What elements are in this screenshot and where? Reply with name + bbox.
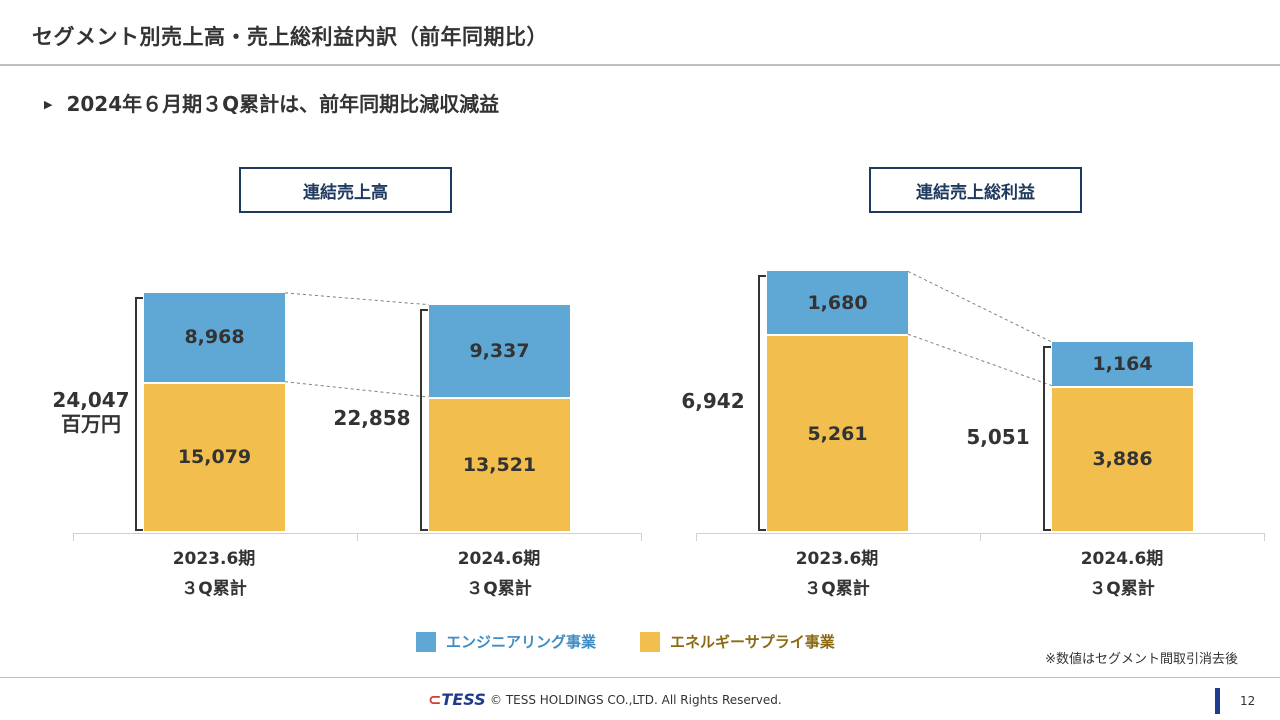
axis-tick <box>357 533 358 541</box>
axis-tick <box>641 533 642 541</box>
data-label: 5,261 <box>807 422 868 445</box>
data-label: 9,337 <box>469 339 530 362</box>
total-label: 22,858 <box>322 406 422 430</box>
axis-tick <box>980 533 981 541</box>
profit-x-label-2023: 2023.6期 ３Q累計 <box>757 544 917 604</box>
x-tick-label: 2023.6期 <box>795 549 879 569</box>
total-bracket <box>758 275 766 531</box>
page-number: 12 <box>1240 694 1256 708</box>
total-value: 24,047 <box>52 387 130 412</box>
logo-text: TESS <box>441 690 486 709</box>
x-tick-label: ３Q累計 <box>466 579 532 599</box>
summary-bullet: ▶ 2024年６月期３Q累計は、前年同期比減収減益 <box>44 88 499 117</box>
axis-tick <box>696 533 697 541</box>
connector-top-line <box>907 270 1053 343</box>
legend-swatch-engineering <box>416 631 436 652</box>
bar-segment-engineering: 1,164 <box>1052 342 1193 386</box>
page-title: セグメント別売上高・売上総利益内訳（前年同期比） <box>32 25 548 49</box>
summary-text: 2024年６月期３Q累計は、前年同期比減収減益 <box>66 92 500 116</box>
footnote: ※数値はセグメント間取引消去後 <box>1045 652 1238 667</box>
footer-divider <box>0 677 1280 678</box>
x-tick-label: 2024.6期 <box>1080 549 1164 569</box>
data-label: 1,680 <box>807 291 868 314</box>
data-label: 15,079 <box>177 446 252 469</box>
legend-energy-supply: エネルギーサプライ事業 <box>640 631 835 652</box>
logo-swoosh-icon: ⊂ <box>428 690 442 709</box>
x-tick-label: ３Q累計 <box>181 579 247 599</box>
bar-segment-engineering: 1,680 <box>767 271 908 335</box>
data-label: 13,521 <box>462 454 537 477</box>
triangle-bullet-icon: ▶ <box>44 98 53 111</box>
tess-logo: ⊂TESS <box>428 690 486 709</box>
data-label: 8,968 <box>184 326 245 349</box>
x-tick-label: 2024.6期 <box>457 549 541 569</box>
total-label: 5,051 <box>960 425 1036 449</box>
connector-mid-line <box>907 333 1053 387</box>
total-label: 24,047 百万円 <box>48 388 134 436</box>
axis-tick <box>73 533 74 541</box>
x-tick-label: 2023.6期 <box>172 549 256 569</box>
sales-x-label-2024: 2024.6期 ３Q累計 <box>419 544 579 604</box>
legend-label-energy-supply: エネルギーサプライ事業 <box>670 633 835 651</box>
unit-label: 百万円 <box>61 411 121 436</box>
total-bracket <box>420 308 428 531</box>
total-value: 6,942 <box>681 389 745 414</box>
sales-x-label-2023: 2023.6期 ３Q累計 <box>134 544 294 604</box>
copyright: © TESS HOLDINGS CO.,LTD. All Rights Rese… <box>490 693 782 707</box>
bar-segment-energy-supply: 15,079 <box>144 381 285 531</box>
profit-x-label-2024: 2024.6期 ３Q累計 <box>1042 544 1202 604</box>
total-value: 5,051 <box>966 424 1030 449</box>
connector-mid-line <box>284 381 430 398</box>
total-bracket <box>135 296 143 531</box>
page-accent-bar <box>1215 688 1220 714</box>
data-label: 3,886 <box>1092 448 1153 471</box>
x-tick-label: ３Q累計 <box>1089 579 1155 599</box>
bar-segment-energy-supply: 5,261 <box>767 334 908 531</box>
data-label: 1,164 <box>1092 352 1153 375</box>
bar-segment-energy-supply: 13,521 <box>429 397 570 531</box>
legend-label-engineering: エンジニアリング事業 <box>446 633 597 651</box>
legend-swatch-energy-supply <box>640 631 660 652</box>
total-bracket <box>1043 346 1051 531</box>
title-divider <box>0 64 1280 66</box>
sales-chart-title: 連結売上高 <box>239 167 452 213</box>
bar-segment-engineering: 9,337 <box>429 304 570 398</box>
gross-profit-chart-title: 連結売上総利益 <box>869 167 1082 213</box>
bar-segment-energy-supply: 3,886 <box>1052 385 1193 531</box>
total-value: 22,858 <box>333 405 411 430</box>
total-label: 6,942 <box>675 389 751 413</box>
legend-engineering: エンジニアリング事業 <box>416 631 596 652</box>
x-tick-label: ３Q累計 <box>804 579 870 599</box>
bar-segment-engineering: 8,968 <box>144 292 285 382</box>
axis-tick <box>1264 533 1265 541</box>
connector-top-line <box>284 292 430 306</box>
